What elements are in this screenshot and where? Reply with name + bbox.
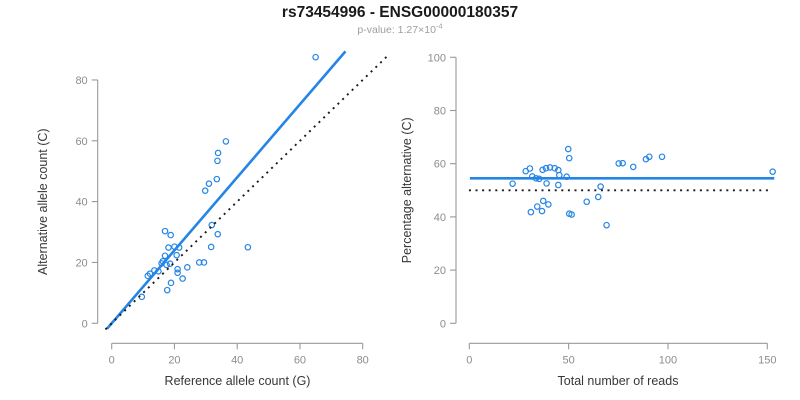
y-tick-label: 20 bbox=[75, 257, 87, 269]
y-axis-title: Percentage alternative (C) bbox=[400, 117, 414, 263]
y-tick-label: 40 bbox=[434, 212, 446, 224]
y-tick-label: 40 bbox=[75, 197, 87, 209]
x-tick-label: 150 bbox=[758, 354, 776, 366]
y-tick-label: 60 bbox=[434, 159, 446, 171]
data-point bbox=[539, 166, 546, 174]
data-point bbox=[565, 154, 573, 162]
data-point bbox=[167, 231, 174, 239]
data-point bbox=[583, 198, 591, 206]
data-point bbox=[214, 149, 222, 157]
data-point bbox=[542, 164, 550, 172]
data-point bbox=[522, 167, 530, 175]
data-point bbox=[213, 175, 221, 183]
data-point bbox=[184, 264, 191, 271]
y-tick-label: 80 bbox=[434, 106, 446, 118]
data-point bbox=[174, 265, 181, 273]
data-point bbox=[509, 180, 516, 187]
regression-fit-line bbox=[106, 50, 347, 330]
data-point bbox=[629, 163, 637, 171]
data-point bbox=[205, 180, 213, 187]
panel-left: 0 20 40 60 80 0 20 40 60 80 Reference allele count… bbox=[36, 50, 389, 388]
x-axis-title: Reference allele count (G) bbox=[165, 374, 311, 388]
x-tick-label: 0 bbox=[466, 354, 472, 366]
y-tick-label: 0 bbox=[82, 318, 88, 330]
x-tick-label: 100 bbox=[659, 354, 677, 366]
y-tick-label: 60 bbox=[75, 136, 87, 148]
x-tick-label: 0 bbox=[109, 354, 115, 366]
data-point bbox=[533, 203, 541, 210]
data-point bbox=[214, 157, 221, 165]
data-point bbox=[179, 275, 186, 282]
identity-line bbox=[104, 54, 389, 331]
data-point bbox=[200, 259, 208, 266]
y-axis-title: Alternative allele count (C) bbox=[36, 128, 50, 275]
data-point bbox=[564, 145, 572, 153]
data-point bbox=[201, 187, 209, 194]
data-point bbox=[538, 207, 546, 215]
data-point bbox=[163, 286, 171, 294]
data-point bbox=[207, 243, 215, 251]
plot-subtitle: p-value: 1.27×10-4 bbox=[0, 21, 800, 36]
pvalue-text: p-value: 1.27×10 bbox=[357, 24, 436, 36]
x-axis-title: Total number of reads bbox=[558, 374, 679, 388]
data-point bbox=[161, 252, 169, 260]
data-point bbox=[312, 53, 319, 61]
data-point bbox=[163, 261, 170, 269]
x-tick-label: 40 bbox=[231, 354, 243, 366]
data-point bbox=[555, 166, 562, 174]
data-point bbox=[244, 243, 252, 251]
y-tick-label: 100 bbox=[428, 52, 446, 64]
y-tick-label: 0 bbox=[440, 318, 446, 330]
x-tick-label: 60 bbox=[294, 354, 306, 366]
data-point bbox=[167, 279, 175, 287]
pvalue-exponent: -4 bbox=[435, 21, 443, 31]
data-point bbox=[555, 181, 562, 189]
data-point bbox=[642, 155, 650, 163]
data-point bbox=[597, 183, 604, 190]
data-point bbox=[174, 269, 181, 277]
data-point bbox=[539, 197, 547, 205]
data-point bbox=[769, 168, 776, 175]
data-point bbox=[214, 230, 222, 238]
y-tick-label: 20 bbox=[434, 265, 446, 277]
plot-title: rs73454996 - ENSG00000180357 bbox=[281, 4, 519, 21]
data-point bbox=[144, 272, 152, 280]
data-point bbox=[545, 201, 552, 208]
data-point bbox=[594, 193, 602, 201]
data-point bbox=[568, 211, 575, 218]
data-point bbox=[543, 180, 550, 187]
data-point bbox=[603, 221, 610, 229]
x-tick-label: 20 bbox=[168, 354, 180, 366]
data-point bbox=[161, 227, 169, 235]
data-point bbox=[615, 160, 622, 167]
y-tick-label: 80 bbox=[75, 75, 87, 87]
panel-right: 0 50 100 150 0 20 40 60 80 100 Total number of rea… bbox=[400, 52, 776, 388]
data-point bbox=[165, 244, 172, 251]
data-point bbox=[222, 138, 230, 145]
data-point bbox=[527, 208, 535, 216]
x-tick-label: 50 bbox=[563, 354, 575, 366]
data-point bbox=[658, 153, 666, 161]
data-point bbox=[619, 159, 626, 167]
data-point bbox=[546, 164, 554, 171]
data-point bbox=[195, 259, 203, 266]
x-tick-label: 80 bbox=[357, 354, 369, 366]
data-point bbox=[208, 221, 216, 229]
data-point bbox=[173, 251, 180, 259]
